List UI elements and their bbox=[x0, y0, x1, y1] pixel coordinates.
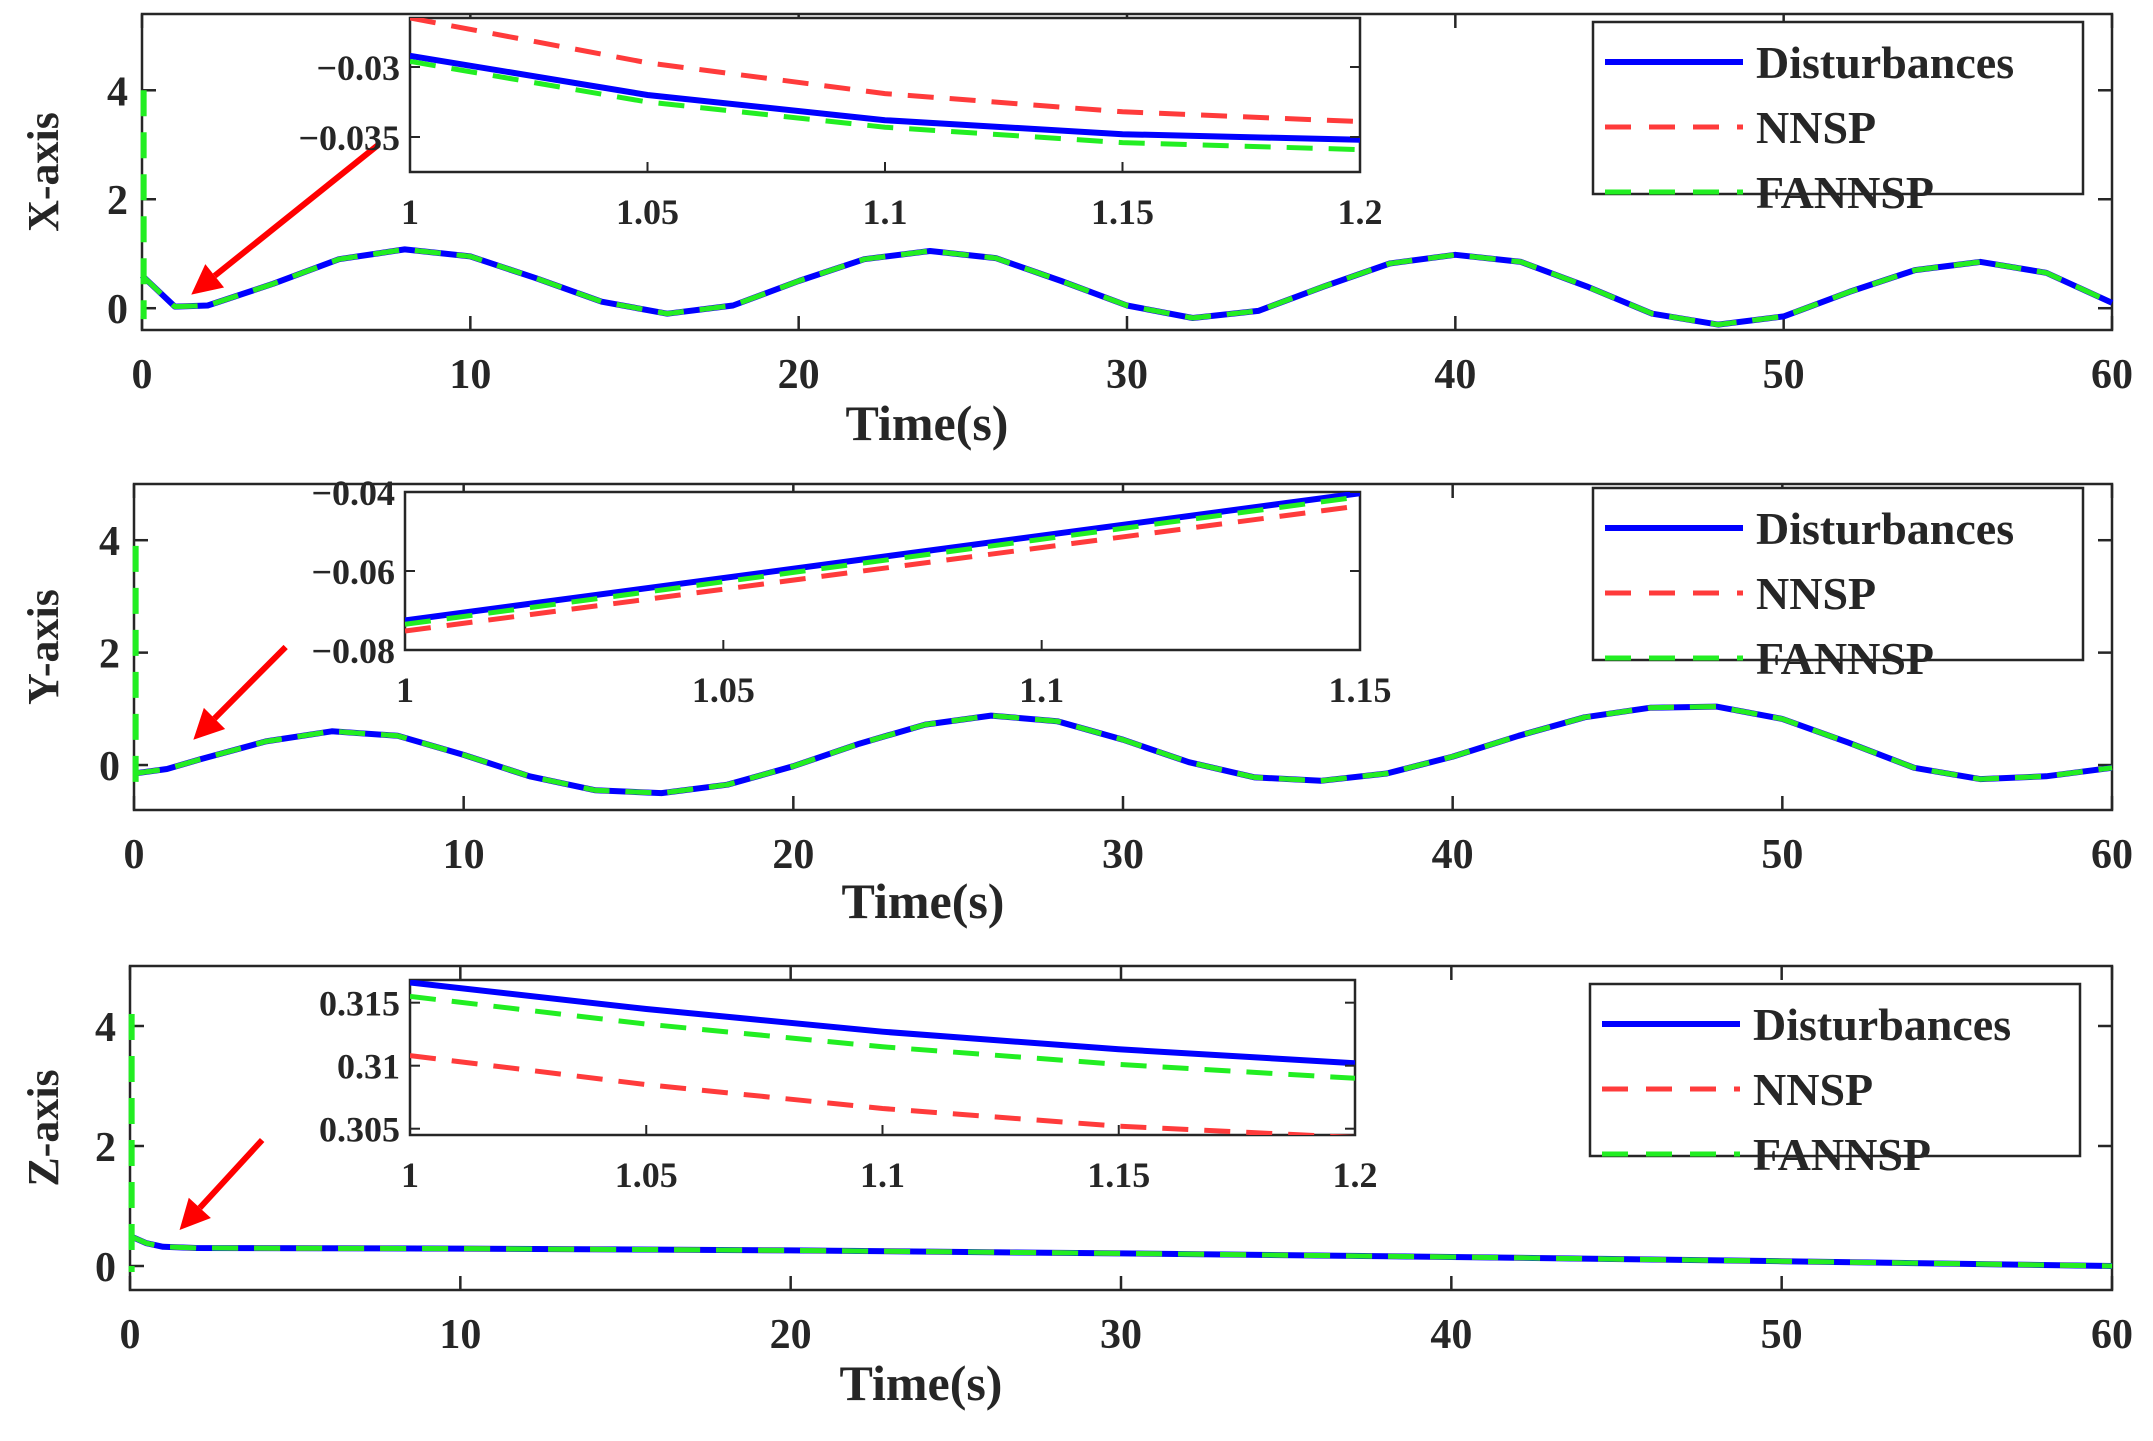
inset-x-tick-label: 1 bbox=[396, 670, 414, 710]
y-axis-label: X-axis bbox=[19, 112, 68, 232]
x-tick-label: 10 bbox=[449, 352, 491, 398]
legend-label: FANNSP bbox=[1756, 633, 1934, 684]
arrow-shaft bbox=[212, 142, 381, 279]
arrow-head bbox=[193, 707, 226, 740]
inset-y-tick-label: −0.03 bbox=[316, 48, 400, 88]
inset-chart: 1 1.05 1.1 1.15 1.2 0.315 0.31 0.305 bbox=[319, 978, 1378, 1195]
inset-chart: 1 1.05 1.1 1.15 −0.04 −0.06 −0.08 bbox=[311, 473, 1391, 710]
inset-x-tick-label: 1.2 bbox=[1338, 192, 1383, 232]
legend: Disturbances NNSP FANNSP bbox=[1591, 20, 2085, 218]
x-tick-label: 0 bbox=[132, 352, 153, 398]
x-tick-label: 0 bbox=[124, 832, 145, 878]
x-axis-label: Time(s) bbox=[842, 873, 1005, 929]
series-line-fannsp bbox=[140, 246, 2114, 328]
series-line-fannsp bbox=[129, 1233, 2113, 1269]
arrow-shaft bbox=[212, 644, 288, 721]
y-tick-label: 0 bbox=[107, 287, 128, 333]
inset-series-line-nnsp bbox=[410, 1053, 1355, 1135]
inset-x-tick-label: 1.15 bbox=[1087, 1155, 1150, 1195]
inset-x-tick-label: 1.1 bbox=[863, 192, 908, 232]
legend-box bbox=[1591, 20, 2085, 196]
inset-x-tick-label: 1 bbox=[401, 192, 419, 232]
x-tick-label: 50 bbox=[1761, 1312, 1803, 1358]
legend: Disturbances NNSP FANNSP bbox=[1588, 982, 2082, 1180]
y-axis-label: Y-axis bbox=[19, 589, 68, 705]
legend-label: NNSP bbox=[1756, 568, 1876, 619]
arrow-shaft bbox=[197, 1137, 265, 1210]
x-tick-label: 20 bbox=[778, 352, 820, 398]
x-tick-label: 60 bbox=[2091, 832, 2133, 878]
x-tick-label: 40 bbox=[1432, 832, 1474, 878]
x-tick-label: 20 bbox=[772, 832, 814, 878]
chart-panel-3: 0 10 20 30 40 50 60 0 2 4 Time(s) Z-axis 1 1.05 1.1 1.1… bbox=[19, 964, 2133, 1411]
x-tick-label: 10 bbox=[443, 832, 485, 878]
inset-series-line-disturbances bbox=[410, 980, 1355, 1067]
inset-x-tick-label: 1.1 bbox=[860, 1155, 905, 1195]
x-tick-label: 30 bbox=[1102, 832, 1144, 878]
inset-series-line-fannsp bbox=[410, 993, 1355, 1081]
inset-series-line-disturbances bbox=[410, 52, 1360, 143]
inset-y-tick-label: 0.315 bbox=[319, 984, 400, 1024]
legend-label: FANNSP bbox=[1753, 1129, 1931, 1180]
x-tick-label: 50 bbox=[1761, 832, 1803, 878]
inset-chart: 1 1.05 1.1 1.15 1.2 −0.03 −0.035 bbox=[298, 16, 1383, 232]
inset-y-tick-label: 0.31 bbox=[337, 1047, 400, 1087]
inset-series-line-nnsp bbox=[410, 18, 1360, 125]
inset-y-tick-label: −0.04 bbox=[311, 473, 395, 513]
legend-box bbox=[1591, 486, 2085, 662]
y-tick-label: 2 bbox=[95, 1125, 116, 1171]
x-tick-label: 60 bbox=[2091, 352, 2133, 398]
legend-label: Disturbances bbox=[1756, 503, 2014, 554]
inset-y-tick-label: −0.06 bbox=[311, 552, 395, 592]
inset-x-tick-label: 1 bbox=[401, 1155, 419, 1195]
inset-series-line-nnsp bbox=[405, 503, 1360, 634]
y-tick-label: 2 bbox=[99, 632, 120, 678]
x-tick-label: 50 bbox=[1763, 352, 1805, 398]
inset-series-line-fannsp bbox=[405, 494, 1360, 627]
chart-panel-2: 0 10 20 30 40 50 60 0 2 4 Time(s) Y-axis 1 1.05 1.1 1.1… bbox=[19, 473, 2133, 929]
x-tick-label: 40 bbox=[1434, 352, 1476, 398]
inset-y-tick-label: −0.08 bbox=[311, 631, 395, 671]
inset-x-tick-label: 1.05 bbox=[615, 1155, 678, 1195]
x-tick-label: 60 bbox=[2091, 1312, 2133, 1358]
x-tick-label: 10 bbox=[439, 1312, 481, 1358]
inset-series-line-fannsp bbox=[410, 58, 1360, 153]
legend-label: Disturbances bbox=[1753, 999, 2011, 1050]
legend-box bbox=[1588, 982, 2082, 1158]
x-axis-label: Time(s) bbox=[846, 395, 1009, 451]
x-tick-label: 30 bbox=[1106, 352, 1148, 398]
y-tick-label: 4 bbox=[107, 69, 128, 115]
legend-label: FANNSP bbox=[1756, 167, 1934, 218]
legend-label: NNSP bbox=[1756, 102, 1876, 153]
x-tick-label: 40 bbox=[1430, 1312, 1472, 1358]
legend-label: Disturbances bbox=[1756, 37, 2014, 88]
inset-x-tick-label: 1.1 bbox=[1019, 670, 1064, 710]
inset-x-tick-label: 1.05 bbox=[616, 192, 679, 232]
series-line-fannsp bbox=[133, 704, 2113, 796]
inset-x-tick-label: 1.2 bbox=[1333, 1155, 1378, 1195]
legend-label: NNSP bbox=[1753, 1064, 1873, 1115]
y-tick-label: 0 bbox=[95, 1245, 116, 1291]
inset-x-tick-label: 1.15 bbox=[1091, 192, 1154, 232]
arrow-head bbox=[191, 264, 225, 295]
y-tick-label: 0 bbox=[99, 744, 120, 790]
x-tick-label: 0 bbox=[120, 1312, 141, 1358]
inset-y-tick-label: 0.305 bbox=[319, 1110, 400, 1150]
x-axis-label: Time(s) bbox=[840, 1355, 1003, 1411]
chart-panel-1: 0 10 20 30 40 50 60 0 2 4 Time(s) X-axis 1 1.05 1.1 1.1… bbox=[19, 12, 2133, 451]
inset-x-tick-label: 1.15 bbox=[1329, 670, 1392, 710]
inset-series-line-disturbances bbox=[405, 492, 1360, 624]
legend: Disturbances NNSP FANNSP bbox=[1591, 486, 2085, 684]
y-tick-label: 4 bbox=[99, 519, 120, 565]
y-axis-label: Z-axis bbox=[19, 1069, 68, 1186]
inset-x-tick-label: 1.05 bbox=[692, 670, 755, 710]
arrow-head bbox=[179, 1197, 211, 1230]
inset-y-tick-label: −0.035 bbox=[298, 118, 400, 158]
y-tick-label: 4 bbox=[95, 1005, 116, 1051]
x-tick-label: 20 bbox=[770, 1312, 812, 1358]
y-tick-label: 2 bbox=[107, 178, 128, 224]
x-tick-label: 30 bbox=[1100, 1312, 1142, 1358]
